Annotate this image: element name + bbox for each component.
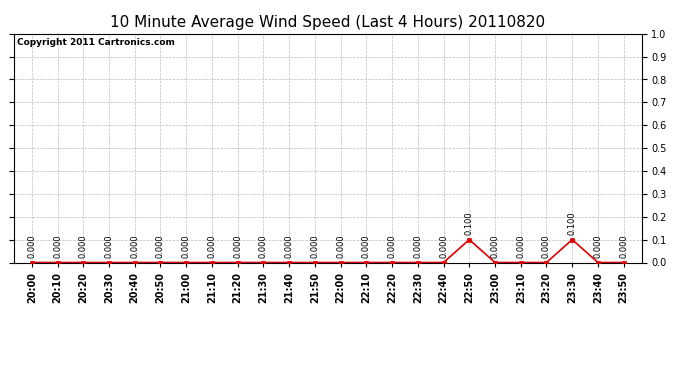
Text: 0.000: 0.000 — [285, 235, 294, 258]
Text: 0.000: 0.000 — [491, 235, 500, 258]
Text: 0.100: 0.100 — [568, 212, 577, 236]
Text: 0.000: 0.000 — [362, 235, 371, 258]
Text: 0.000: 0.000 — [53, 235, 62, 258]
Text: 0.000: 0.000 — [336, 235, 345, 258]
Text: 0.000: 0.000 — [593, 235, 602, 258]
Text: 0.000: 0.000 — [619, 235, 628, 258]
Title: 10 Minute Average Wind Speed (Last 4 Hours) 20110820: 10 Minute Average Wind Speed (Last 4 Hou… — [110, 15, 545, 30]
Text: 0.000: 0.000 — [181, 235, 190, 258]
Text: 0.000: 0.000 — [79, 235, 88, 258]
Text: 0.000: 0.000 — [388, 235, 397, 258]
Text: 0.000: 0.000 — [516, 235, 525, 258]
Text: 0.000: 0.000 — [233, 235, 242, 258]
Text: 0.000: 0.000 — [439, 235, 448, 258]
Text: 0.000: 0.000 — [156, 235, 165, 258]
Text: 0.000: 0.000 — [259, 235, 268, 258]
Text: 0.000: 0.000 — [413, 235, 422, 258]
Text: 0.000: 0.000 — [542, 235, 551, 258]
Text: 0.000: 0.000 — [130, 235, 139, 258]
Text: 0.000: 0.000 — [310, 235, 319, 258]
Text: 0.000: 0.000 — [104, 235, 114, 258]
Text: Copyright 2011 Cartronics.com: Copyright 2011 Cartronics.com — [17, 38, 175, 47]
Text: 0.000: 0.000 — [28, 235, 37, 258]
Text: 0.000: 0.000 — [208, 235, 217, 258]
Text: 0.100: 0.100 — [465, 212, 474, 236]
